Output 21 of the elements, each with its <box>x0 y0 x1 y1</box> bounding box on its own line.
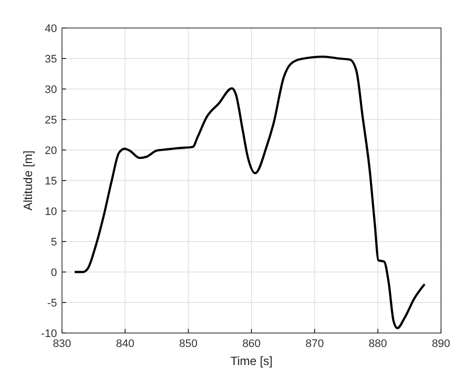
y-tick-label: 25 <box>44 114 57 126</box>
y-tick-label: 20 <box>44 145 57 157</box>
y-tick-label: 15 <box>44 176 57 188</box>
y-tick-label: -10 <box>41 328 57 340</box>
line-series <box>74 56 426 330</box>
x-tick-label: 870 <box>305 338 324 350</box>
y-tick-label: 0 <box>50 267 57 279</box>
y-tick-label: 10 <box>44 206 57 218</box>
y-tick-label: 30 <box>44 84 57 96</box>
x-tick-label: 860 <box>242 338 261 350</box>
x-tick-label: 830 <box>52 338 72 350</box>
x-tick-label: 890 <box>432 338 450 350</box>
y-axis-title: Altitude [m] <box>21 150 35 211</box>
x-tick-label: 840 <box>116 338 134 350</box>
y-tick-label: -5 <box>47 298 57 310</box>
y-tick-label: 5 <box>50 236 57 248</box>
x-tick-label: 850 <box>179 338 198 350</box>
x-axis-title: Time [s] <box>230 354 273 368</box>
y-tick-label: 40 <box>44 23 57 35</box>
x-tick-label: 880 <box>368 338 388 350</box>
y-tick-label: 35 <box>44 54 57 66</box>
